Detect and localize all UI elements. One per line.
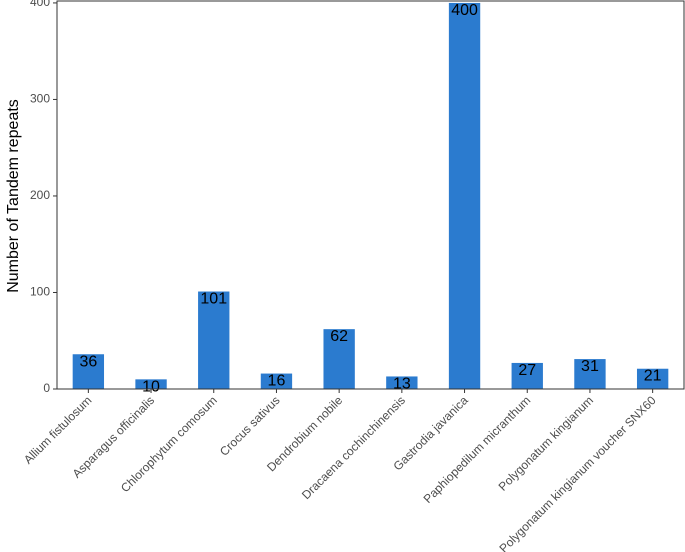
- bar: [323, 329, 355, 389]
- data-label: 31: [581, 358, 599, 375]
- y-tick-label: 100: [30, 285, 50, 299]
- x-tick-label: Crocus sativus: [217, 393, 283, 459]
- y-tick-label: 400: [30, 0, 50, 9]
- plot-panel-border: [56, 0, 685, 390]
- bar: [72, 354, 105, 389]
- data-label: 10: [142, 378, 160, 395]
- bar: [636, 368, 669, 389]
- y-tick-label: 0: [43, 381, 50, 395]
- bar: [260, 373, 293, 389]
- data-labels-group: 36 10 101 16 62 13 400 27 31 21: [79, 2, 661, 395]
- data-label: 36: [79, 353, 97, 370]
- bar: [574, 359, 606, 389]
- bar: [448, 2, 481, 389]
- x-tick-label: Dracaena cochinchinensis: [299, 393, 408, 502]
- y-axis-title: Number of Tandem repeats: [5, 99, 22, 293]
- bar: [135, 379, 167, 389]
- data-label: 27: [518, 362, 536, 379]
- data-label: 101: [200, 291, 227, 308]
- bars-group: [72, 2, 669, 389]
- bar: [511, 362, 543, 389]
- bar: [386, 376, 418, 389]
- bar: [198, 291, 230, 389]
- data-label: 13: [393, 375, 411, 392]
- y-tick-label: 300: [30, 92, 50, 106]
- data-label: 21: [644, 368, 662, 385]
- x-tick-label: Paphiopedilum micranthum: [421, 393, 534, 506]
- data-label: 62: [330, 328, 348, 345]
- data-label: 16: [268, 373, 286, 390]
- data-label: 400: [451, 2, 478, 19]
- y-axis: 0 100 200 300 400: [30, 0, 57, 395]
- y-tick-label: 200: [30, 188, 50, 202]
